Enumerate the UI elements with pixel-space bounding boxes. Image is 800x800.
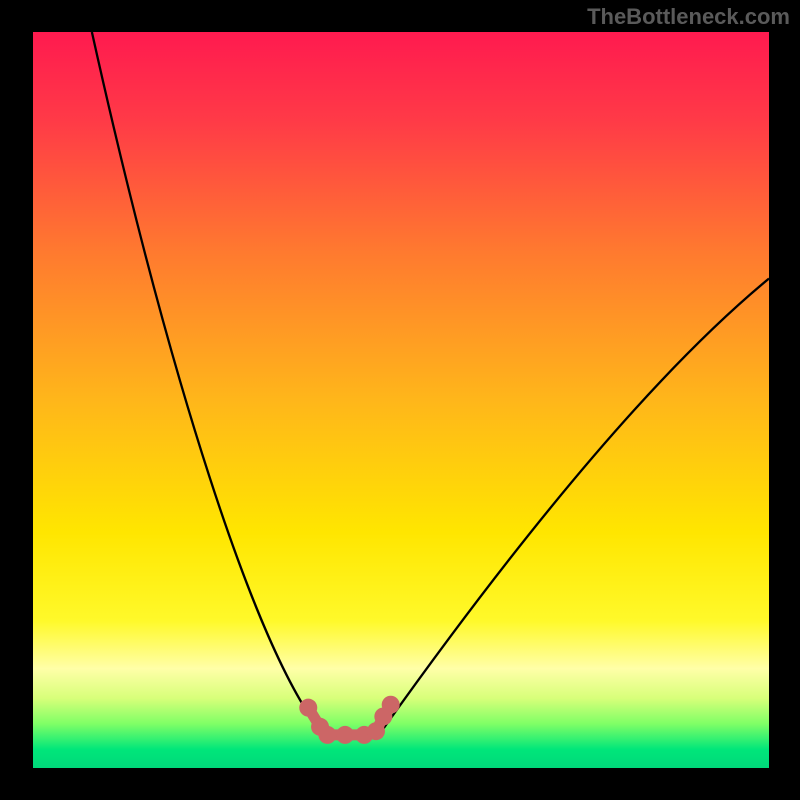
valley-marker-dot: [382, 696, 400, 714]
valley-marker-dot: [318, 726, 336, 744]
gradient-background: [33, 32, 769, 768]
plot-area: [33, 32, 769, 768]
watermark-text: TheBottleneck.com: [587, 4, 790, 30]
valley-marker-dot: [299, 699, 317, 717]
chart-svg: [33, 32, 769, 768]
valley-marker-dot: [336, 726, 354, 744]
chart-container: TheBottleneck.com: [0, 0, 800, 800]
